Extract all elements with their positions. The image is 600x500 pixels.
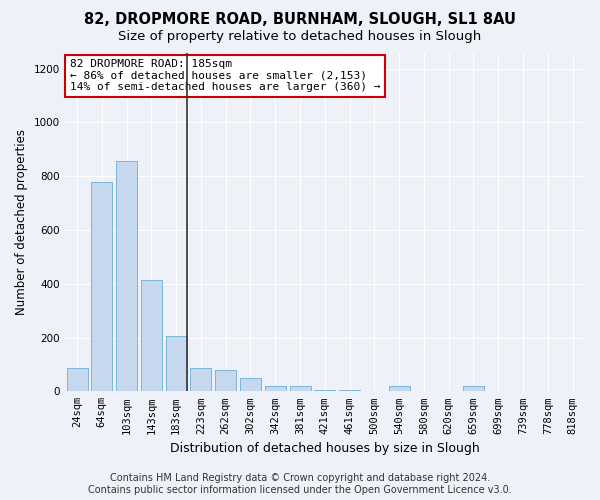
Bar — [389, 386, 410, 392]
Bar — [91, 182, 112, 392]
Bar — [314, 390, 335, 392]
Bar — [67, 368, 88, 392]
Bar — [116, 162, 137, 392]
Bar — [290, 386, 311, 392]
Bar — [265, 386, 286, 392]
Bar — [339, 390, 360, 392]
Bar — [463, 386, 484, 392]
Bar — [141, 280, 162, 392]
Bar — [240, 378, 261, 392]
Y-axis label: Number of detached properties: Number of detached properties — [15, 129, 28, 315]
Text: Size of property relative to detached houses in Slough: Size of property relative to detached ho… — [118, 30, 482, 43]
Text: 82 DROPMORE ROAD: 185sqm
← 86% of detached houses are smaller (2,153)
14% of sem: 82 DROPMORE ROAD: 185sqm ← 86% of detach… — [70, 60, 380, 92]
Bar — [190, 368, 211, 392]
Bar — [215, 370, 236, 392]
Text: Contains HM Land Registry data © Crown copyright and database right 2024.
Contai: Contains HM Land Registry data © Crown c… — [88, 474, 512, 495]
X-axis label: Distribution of detached houses by size in Slough: Distribution of detached houses by size … — [170, 442, 480, 455]
Text: 82, DROPMORE ROAD, BURNHAM, SLOUGH, SL1 8AU: 82, DROPMORE ROAD, BURNHAM, SLOUGH, SL1 … — [84, 12, 516, 28]
Bar — [166, 336, 187, 392]
